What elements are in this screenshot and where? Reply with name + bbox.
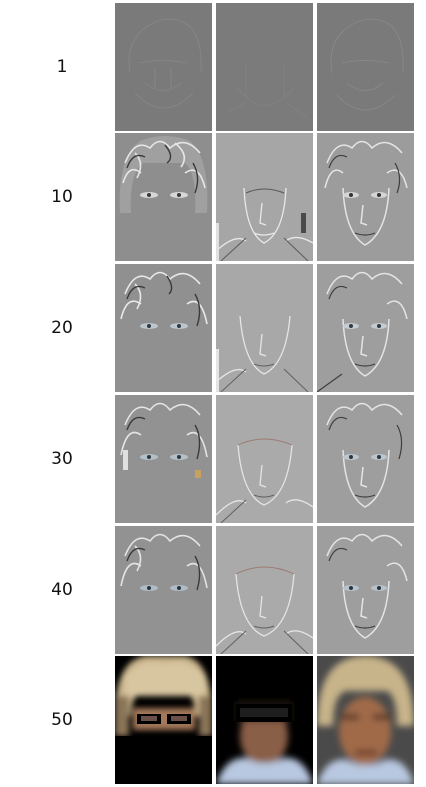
row-label: 20 [51, 318, 73, 338]
row-40: 40 [0, 526, 426, 654]
panel-combined [317, 3, 414, 131]
panel-mask-b [216, 526, 313, 654]
face-noise-image [317, 3, 414, 131]
row-1: 1 [0, 3, 426, 131]
row-label: 1 [56, 57, 68, 77]
full-face-edge-image [317, 526, 414, 654]
face-edge-image [216, 526, 313, 654]
hair-eyes-edge-image [115, 264, 212, 392]
panel-mask-b [216, 395, 313, 523]
face-noise-image [115, 3, 212, 131]
full-face-edge-image [317, 395, 414, 523]
face-edge-image [216, 133, 313, 261]
panel-mask-b [216, 133, 313, 261]
hair-eyes-edge-image [115, 395, 212, 523]
panel-mask-b [216, 656, 313, 784]
hair-eyes-edge-image [115, 526, 212, 654]
panel-combined [317, 656, 414, 784]
panel-mask-a [115, 3, 212, 131]
row-30: 30 [0, 395, 426, 523]
row-20: 20 [0, 264, 426, 392]
panel-mask-b [216, 3, 313, 131]
row-label: 40 [51, 580, 73, 600]
panel-mask-a [115, 395, 212, 523]
panel-combined [317, 133, 414, 261]
face-noise-image [216, 3, 313, 131]
panel-combined [317, 395, 414, 523]
row-label: 10 [51, 187, 73, 207]
row-50: 50 [0, 656, 426, 784]
panel-mask-a [115, 133, 212, 261]
panel-combined [317, 526, 414, 654]
full-face-photo-image [317, 656, 414, 784]
panel-mask-a [115, 264, 212, 392]
panel-mask-a [115, 526, 212, 654]
panel-mask-a [115, 656, 212, 784]
hair-eyes-edge-image [115, 133, 212, 261]
face-edge-image [216, 264, 313, 392]
panel-combined [317, 264, 414, 392]
row-label: 30 [51, 449, 73, 469]
panel-mask-b [216, 264, 313, 392]
row-10: 10 [0, 133, 426, 261]
row-label: 50 [51, 710, 73, 730]
face-photo-image [216, 656, 313, 784]
full-face-edge-image [317, 264, 414, 392]
hair-eyes-photo-image [115, 656, 212, 784]
full-face-edge-image [317, 133, 414, 261]
face-edge-image [216, 395, 313, 523]
